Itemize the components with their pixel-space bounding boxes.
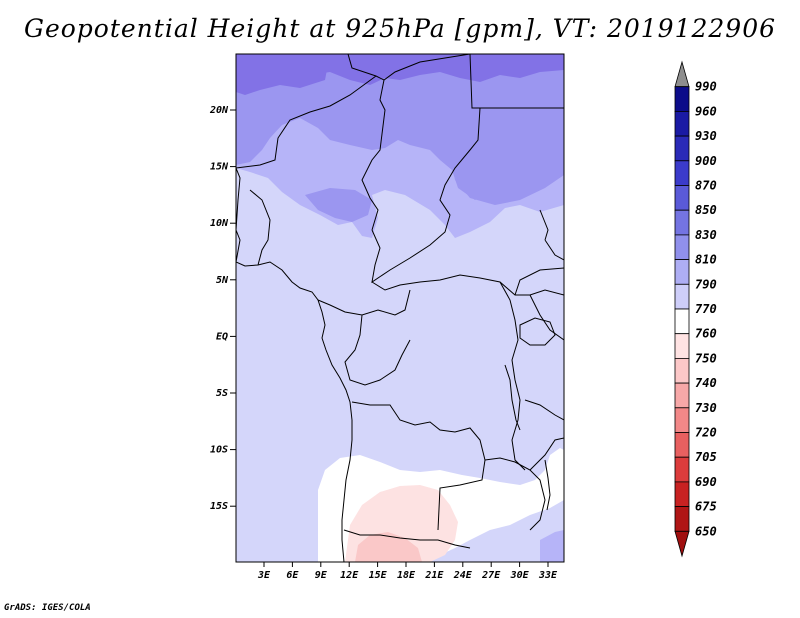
grads-credit: GrADS: IGES/COLA [4, 603, 91, 613]
lat-label: 10S [210, 445, 228, 456]
colorbar-label: 730 [695, 401, 717, 415]
border-drc-east [499, 281, 564, 471]
lat-label: 20N [209, 105, 229, 116]
longitude-labels: 3E 6E 9E 12E 15E 18E 21E 24E 27E 30E 33E [257, 562, 558, 581]
colorbar-label: 990 [695, 80, 717, 94]
border-tanzania [524, 399, 564, 471]
border-zambia [484, 457, 546, 531]
colorbar-label: 810 [695, 253, 717, 267]
lat-label: 15N [210, 162, 229, 173]
lon-label: 9E [315, 570, 328, 581]
latitude-labels: 20N 15N 10N 5N EQ 5S 10S 15S [209, 105, 236, 512]
lon-label: 15E [369, 570, 388, 581]
colorbar-label: 675 [695, 500, 717, 514]
lat-label: EQ [216, 331, 228, 342]
colorbar-segment [674, 160, 690, 186]
colorbar-label: 650 [695, 524, 717, 538]
colorbar-segment [674, 135, 690, 162]
colorbar-segment [674, 86, 690, 112]
colorbar-label: 770 [695, 302, 717, 316]
colorbar-bottom-arrow [674, 530, 690, 558]
colorbar-segment [674, 481, 690, 507]
colorbar-label: 690 [695, 475, 717, 489]
lake-victoria [519, 317, 556, 346]
colorbar-segment [674, 259, 690, 285]
field-lavender-se [540, 530, 564, 562]
field-medium-purple-blob [305, 188, 372, 222]
colorbar-label: 740 [695, 376, 717, 390]
lon-label: 24E [453, 570, 473, 581]
colorbar-label: 790 [695, 277, 717, 291]
colorbar-label: 960 [695, 104, 717, 118]
colorbar-segment [674, 357, 690, 384]
colorbar-segment [674, 234, 690, 260]
lon-label: 3E [257, 570, 271, 581]
colorbar-label: 750 [695, 351, 717, 365]
colorbar-label: 930 [695, 129, 717, 143]
colorbar: 990 960 930 900 870 850 830 810 790 770 760 750 740 7… [674, 60, 717, 558]
border-angola [351, 401, 486, 531]
colorbar-label: 760 [695, 327, 717, 341]
colorbar-segment [674, 333, 690, 359]
border-car [371, 274, 564, 296]
lat-label: 15S [210, 501, 228, 512]
lon-label: 18E [397, 570, 416, 581]
colorbar-segment [674, 209, 690, 236]
colorbar-segment [674, 308, 690, 335]
border-congo [317, 289, 411, 386]
lon-label: 6E [286, 570, 299, 581]
border-sw [236, 189, 271, 266]
colorbar-segment [674, 382, 690, 409]
coastline-west [236, 167, 353, 562]
lon-label: 33E [538, 570, 558, 581]
lon-label: 12E [340, 570, 359, 581]
colorbar-top-arrow [674, 60, 690, 88]
lake-tanganyika [504, 364, 521, 431]
map-frame [235, 53, 565, 563]
colorbar-label: 850 [695, 203, 717, 217]
lat-label: 5S [216, 388, 228, 399]
lon-label: 27E [481, 570, 501, 581]
colorbar-segment [674, 456, 690, 483]
colorbar-label: 720 [695, 426, 717, 440]
border-east [514, 209, 564, 296]
map-title: Geopotential Height at 925hPa [gpm], VT:… [23, 14, 777, 43]
lon-label: 21E [424, 570, 444, 581]
colorbar-label: 870 [695, 179, 717, 193]
lat-label: 10N [210, 218, 229, 229]
border-namibia [343, 529, 471, 549]
colorbar-segment [674, 185, 690, 211]
height-field [236, 54, 564, 562]
colorbar-segment [674, 111, 690, 137]
field-pink [355, 532, 422, 562]
colorbar-segment [674, 407, 690, 433]
colorbar-label: 830 [695, 228, 717, 242]
colorbar-segment [674, 432, 690, 458]
field-dark-purple-nw [236, 54, 330, 95]
border-central [371, 107, 481, 284]
colorbar-segment [674, 506, 690, 532]
colorbar-segment [674, 283, 690, 310]
colorbar-label: 705 [695, 450, 717, 464]
border-sahara [347, 54, 564, 231]
lon-label: 30E [510, 570, 530, 581]
lat-label: 5N [216, 275, 229, 286]
colorbar-label: 900 [695, 154, 717, 168]
border-niger-chad [236, 75, 377, 169]
country-borders [236, 54, 564, 562]
lake-malawi [544, 459, 551, 511]
